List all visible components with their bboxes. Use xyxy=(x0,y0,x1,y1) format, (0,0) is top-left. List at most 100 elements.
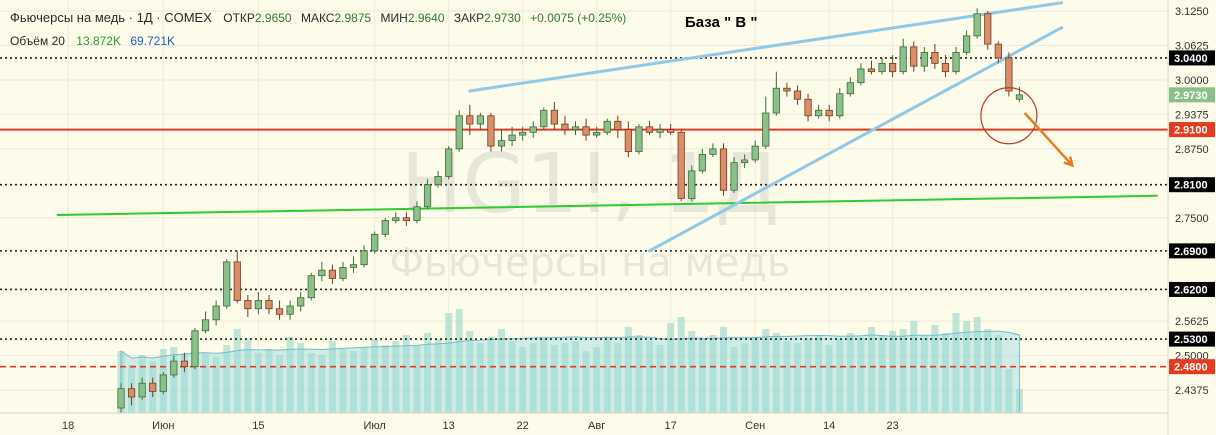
volume-legend[interactable]: Объём 20 13.872K 69.721K xyxy=(10,34,175,48)
volume-bar-42 xyxy=(561,343,569,413)
candle-11 xyxy=(233,250,241,304)
candle-body-33 xyxy=(466,115,474,125)
candle-body-12 xyxy=(244,300,252,310)
volume-bar-14 xyxy=(265,349,273,413)
candle-body-25 xyxy=(381,220,389,235)
candle-23 xyxy=(360,245,368,268)
x-tick-label-9: 14 xyxy=(823,420,835,432)
candle-body-42 xyxy=(561,123,569,130)
candle-body-4 xyxy=(159,374,167,392)
candle-48 xyxy=(624,121,632,158)
candle-1 xyxy=(127,383,136,406)
price-label-7: 2.4800 xyxy=(1174,362,1208,374)
volume-bar-35 xyxy=(487,337,495,413)
x-axis-bg xyxy=(0,413,1168,435)
price-label-5: 2.6200 xyxy=(1174,284,1208,296)
candle-body-69 xyxy=(846,82,854,95)
ohlc-low-value: 2.9640 xyxy=(408,11,445,25)
candle-59 xyxy=(741,154,749,169)
candle-body-78 xyxy=(941,63,950,73)
candle-28 xyxy=(413,201,421,224)
candle-62 xyxy=(772,71,780,116)
candle-body-85 xyxy=(1015,94,1024,100)
volume-bar-34 xyxy=(476,343,484,413)
ohlc-change: +0.0075 (+0.25%) xyxy=(530,11,626,25)
chart-header: Фьючерсы на медь · 1Д · COMEX ОТКР2.9650… xyxy=(10,10,757,48)
x-tick-label-7: 17 xyxy=(665,420,677,432)
candle-5 xyxy=(170,355,178,378)
volume-bar-19 xyxy=(318,355,326,413)
candle-body-41 xyxy=(550,109,558,125)
volume-ma-area xyxy=(120,330,1020,414)
candle-body-68 xyxy=(836,93,844,117)
price-label-bg-0 xyxy=(1169,50,1215,66)
volume-bar-7 xyxy=(191,341,199,413)
candle-7 xyxy=(191,328,199,370)
candle-66 xyxy=(815,104,823,119)
ohlc-high-value: 2.9875 xyxy=(334,11,371,25)
candle-72 xyxy=(878,57,886,75)
volume-bar-44 xyxy=(582,351,590,413)
volume-bar-68 xyxy=(836,339,844,413)
volume-bar-70 xyxy=(857,337,865,413)
candle-body-43 xyxy=(571,126,580,130)
price-label-bg-2 xyxy=(1169,122,1215,138)
candle-body-81 xyxy=(973,13,981,37)
candle-51 xyxy=(656,124,664,138)
x-tick-label-2: 15 xyxy=(252,420,264,432)
x-tick-label-5: 22 xyxy=(517,420,529,432)
volume-bar-65 xyxy=(804,339,812,413)
volume-bar-26 xyxy=(392,341,400,413)
candle-body-21 xyxy=(339,267,347,279)
candle-body-46 xyxy=(603,120,611,133)
x-tick-label-1: Июн xyxy=(152,420,174,432)
candle-8 xyxy=(201,311,210,334)
candle-body-64 xyxy=(793,90,802,100)
symbol-title[interactable]: Фьючерсы на медь · 1Д · COMEX xyxy=(10,10,212,25)
volume-bar-37 xyxy=(508,341,516,413)
candle-body-79 xyxy=(952,51,960,73)
candle-60 xyxy=(751,140,759,163)
ohlc-low-label: МИН xyxy=(381,11,408,25)
volume-bar-38 xyxy=(519,347,527,413)
y-tick-label-8: 2.4375 xyxy=(1175,385,1209,397)
candle-2 xyxy=(138,377,146,400)
lower-trend-line xyxy=(648,26,1064,253)
candle-body-20 xyxy=(328,269,337,279)
ohlc-close-label: ЗАКР xyxy=(454,11,484,25)
candle-44 xyxy=(582,118,590,141)
candle-body-63 xyxy=(783,87,791,92)
watermark-name: Фьючерсы на медь xyxy=(390,240,791,286)
candle-body-55 xyxy=(698,153,706,172)
price-label-2: 2.9100 xyxy=(1174,125,1208,137)
volume-bar-77 xyxy=(931,325,939,413)
y-tick-label-2: 3.0000 xyxy=(1175,75,1209,87)
candle-57 xyxy=(719,143,728,196)
candle-55 xyxy=(698,148,706,174)
y-tick-label-0: 3.1250 xyxy=(1175,6,1209,18)
x-axis: 18 Июн 15 Июл 13 22 Авг 17 Сен 14 23 xyxy=(0,412,1168,435)
volume-bar-69 xyxy=(846,333,854,413)
highlight-circle xyxy=(980,87,1038,145)
candle-36 xyxy=(497,129,506,152)
x-tick-label-3: Июл xyxy=(364,420,386,432)
candle-52 xyxy=(667,124,675,136)
candle-3 xyxy=(149,377,157,397)
volume-value-2: 69.721K xyxy=(130,34,175,48)
candle-body-60 xyxy=(751,145,759,161)
candle-78 xyxy=(941,55,950,78)
down-arrow-shaft xyxy=(1023,112,1074,167)
volume-bar-46 xyxy=(603,337,611,413)
price-labels: 3.0400 2.9730 2.9100 2.8100 2.6900 2.6200 2.53… xyxy=(1169,50,1215,375)
x-tick-label-6: Авг xyxy=(588,420,605,432)
volume-bar-61 xyxy=(762,329,770,413)
candle-40 xyxy=(540,107,548,130)
ohlc-high-label: МАКС xyxy=(301,11,335,25)
candle-body-73 xyxy=(889,63,897,73)
candle-69 xyxy=(846,77,854,97)
volume-bar-76 xyxy=(920,335,928,413)
volume-bar-62 xyxy=(772,333,780,413)
candle-82 xyxy=(984,11,992,50)
candle-50 xyxy=(645,121,654,136)
